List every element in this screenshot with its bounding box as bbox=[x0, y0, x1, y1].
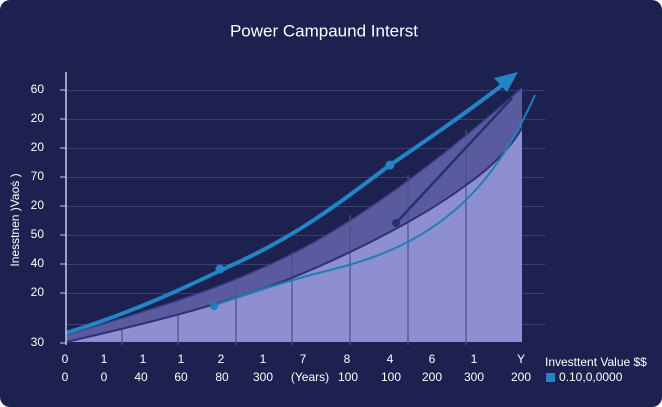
legend-swatch bbox=[546, 373, 555, 382]
y-tick-label: 30 bbox=[31, 335, 45, 349]
x-tick-label: 8 bbox=[344, 352, 351, 366]
x-tick-label: 0 bbox=[101, 370, 108, 384]
legend-entry: 0.10,0,0000 bbox=[559, 370, 623, 384]
x-tick-label: Y bbox=[517, 352, 525, 366]
x-tick-label: 60 bbox=[174, 370, 188, 384]
y-tick-label: 20 bbox=[31, 285, 45, 299]
y-axis-title: Inesstnen )Vaoṡ ) bbox=[8, 173, 22, 266]
x-tick-label: 200 bbox=[422, 370, 442, 384]
vertical-grid bbox=[121, 130, 467, 345]
point bbox=[215, 264, 225, 274]
x-tick-label: 0 bbox=[62, 370, 69, 384]
line-dark bbox=[395, 97, 513, 224]
y-tick-label: 70 bbox=[31, 169, 45, 183]
x-tick-label: (Years) bbox=[291, 370, 329, 384]
legend-title: Investtent Value $$ bbox=[545, 355, 647, 369]
x-tick-label: 1 bbox=[178, 352, 185, 366]
line-lower bbox=[65, 127, 523, 343]
x-tick-label: 7 bbox=[300, 352, 307, 366]
y-tick-label: 20 bbox=[31, 140, 45, 154]
x-tick-label: 6 bbox=[429, 352, 436, 366]
y-tick-label: 40 bbox=[31, 256, 45, 270]
x-tick-label: 1 bbox=[140, 352, 147, 366]
line-band-top bbox=[65, 87, 523, 336]
point bbox=[210, 302, 218, 310]
y-tick-label: 20 bbox=[31, 111, 45, 125]
x-tick-label: 1 bbox=[471, 352, 478, 366]
arrow-head bbox=[494, 72, 518, 92]
line-arrow bbox=[65, 81, 507, 335]
point bbox=[392, 219, 400, 227]
chart-title: Power Campaund Interst bbox=[230, 21, 418, 40]
x-tick-label: 1 bbox=[260, 352, 267, 366]
x-tick-label: 100 bbox=[381, 370, 401, 384]
y-tick-label: 20 bbox=[31, 198, 45, 212]
x-tick-label: 0 bbox=[62, 352, 69, 366]
point bbox=[385, 160, 395, 170]
x-tick-label: 300 bbox=[253, 370, 273, 384]
x-tick-label: 300 bbox=[464, 370, 484, 384]
x-tick-label: 4 bbox=[387, 352, 394, 366]
x-tick-label: 80 bbox=[215, 370, 229, 384]
y-tick-label: 60 bbox=[31, 82, 45, 96]
x-tick-label: 1 bbox=[101, 352, 108, 366]
x-tick-label: 2 bbox=[218, 352, 225, 366]
y-tick-label: 50 bbox=[31, 227, 45, 241]
x-tick-label: 100 bbox=[338, 370, 358, 384]
x-tick-label: 40 bbox=[134, 370, 148, 384]
x-tick-label: 200 bbox=[511, 370, 531, 384]
line-teal bbox=[211, 94, 536, 307]
